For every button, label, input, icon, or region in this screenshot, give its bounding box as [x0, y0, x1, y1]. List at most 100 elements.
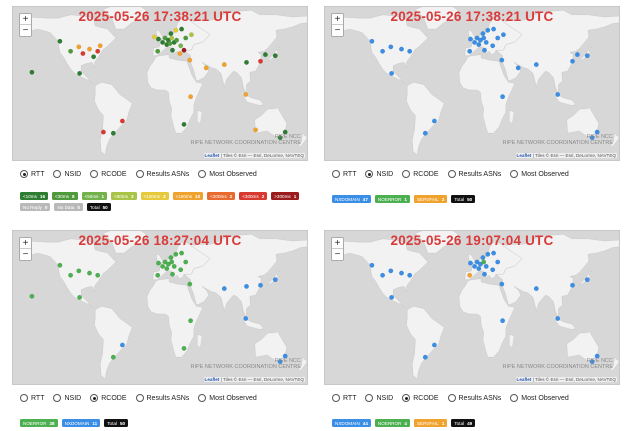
probe-marker[interactable] [178, 43, 184, 49]
probe-marker[interactable] [181, 345, 187, 351]
probe-marker[interactable] [173, 27, 179, 33]
probe-marker[interactable] [95, 48, 101, 54]
probe-marker[interactable] [181, 47, 187, 53]
probe-marker[interactable] [389, 70, 395, 76]
radio-button-icon[interactable] [402, 170, 411, 178]
probe-marker[interactable] [155, 272, 161, 278]
probe-marker[interactable] [490, 43, 496, 49]
probe-marker[interactable] [181, 121, 187, 127]
world-map[interactable]: 2025-05-26 17:38:21 UTC + − RIPE NCC RIPE NE… [12, 6, 308, 161]
probe-marker[interactable] [57, 262, 63, 268]
probe-marker[interactable] [162, 35, 168, 41]
probe-marker[interactable] [422, 354, 428, 360]
radio-option-rtt[interactable]: RTT [20, 170, 44, 178]
probe-marker[interactable] [29, 293, 35, 299]
probe-marker[interactable] [57, 38, 63, 44]
probe-marker[interactable] [76, 268, 82, 274]
radio-button-icon[interactable] [135, 170, 144, 178]
radio-button-icon[interactable] [365, 394, 374, 402]
zoom-out-button[interactable]: − [334, 249, 341, 260]
probe-marker[interactable] [244, 59, 249, 65]
probe-marker[interactable] [68, 48, 74, 54]
probe-marker[interactable] [272, 53, 278, 59]
probe-marker[interactable] [482, 271, 487, 277]
probe-marker[interactable] [77, 70, 83, 76]
legend-badge[interactable]: Total 50 [86, 203, 111, 211]
radio-option-most-observed[interactable]: Most Observed [198, 394, 257, 402]
probe-marker[interactable] [170, 47, 175, 53]
leaflet-link[interactable]: Leaflet [516, 377, 532, 382]
probe-marker[interactable] [80, 51, 86, 56]
probe-marker[interactable] [472, 263, 478, 269]
radio-option-most-observed[interactable]: Most Observed [510, 170, 569, 178]
probe-marker[interactable] [500, 32, 506, 38]
probe-marker[interactable] [188, 318, 194, 324]
world-map[interactable]: 2025-05-26 18:27:04 UTC + − RIPE NCC RIPE NE… [12, 230, 308, 385]
radio-option-results-asns[interactable]: Results ASNs [135, 394, 189, 402]
radio-option-rcode[interactable]: RCODE [402, 170, 439, 178]
probe-marker[interactable] [165, 261, 171, 267]
radio-button-icon[interactable] [53, 170, 62, 178]
probe-marker[interactable] [468, 260, 473, 266]
probe-marker[interactable] [584, 53, 590, 59]
probe-marker[interactable] [29, 69, 35, 75]
radio-option-rtt[interactable]: RTT [20, 394, 44, 402]
probe-marker[interactable] [369, 38, 375, 44]
probe-marker[interactable] [388, 44, 394, 50]
probe-marker[interactable] [243, 92, 249, 97]
radio-option-results-asns[interactable]: Results ASNs [447, 170, 501, 178]
radio-button-icon[interactable] [447, 394, 456, 402]
probe-marker[interactable] [87, 270, 92, 276]
probe-marker[interactable] [262, 52, 268, 58]
legend-badge[interactable]: Total 49 [451, 419, 476, 427]
probe-marker[interactable] [476, 266, 482, 272]
probe-marker[interactable] [282, 129, 288, 135]
probe-marker[interactable] [490, 267, 496, 273]
probe-marker[interactable] [243, 316, 249, 321]
probe-marker[interactable] [164, 266, 170, 272]
probe-marker[interactable] [594, 129, 600, 135]
radio-option-most-observed[interactable]: Most Observed [510, 394, 569, 402]
probe-marker[interactable] [77, 294, 83, 300]
probe-marker[interactable] [495, 259, 501, 265]
legend-badge[interactable]: NOERROR 1 [374, 195, 410, 203]
zoom-in-button[interactable]: + [332, 14, 343, 25]
probe-marker[interactable] [183, 259, 189, 265]
probe-marker[interactable] [483, 263, 489, 269]
probe-marker[interactable] [515, 65, 521, 71]
legend-badge[interactable]: <200ms 2 [207, 192, 236, 200]
probe-marker[interactable] [95, 272, 101, 278]
probe-marker[interactable] [555, 92, 561, 97]
probe-marker[interactable] [221, 286, 227, 292]
probe-marker[interactable] [431, 342, 437, 348]
probe-marker[interactable] [244, 283, 249, 289]
probe-marker[interactable] [170, 271, 175, 277]
legend-badge[interactable]: SERVFAIL 2 [413, 195, 448, 203]
probe-marker[interactable] [167, 41, 173, 46]
probe-marker[interactable] [119, 342, 125, 348]
probe-marker[interactable] [570, 58, 575, 64]
probe-marker[interactable] [467, 48, 473, 54]
probe-marker[interactable] [468, 36, 473, 42]
legend-badge[interactable]: SERVFAIL 1 [413, 419, 448, 427]
leaflet-link[interactable]: Leaflet [204, 377, 220, 382]
probe-marker[interactable] [174, 37, 180, 43]
probe-marker[interactable] [480, 31, 486, 37]
probe-marker[interactable] [168, 255, 174, 261]
radio-button-icon[interactable] [365, 170, 374, 178]
probe-marker[interactable] [91, 54, 97, 60]
probe-marker[interactable] [399, 46, 404, 52]
legend-badge[interactable]: Total 50 [104, 419, 129, 427]
probe-marker[interactable] [151, 34, 157, 40]
radio-button-icon[interactable] [53, 394, 62, 402]
probe-marker[interactable] [203, 65, 209, 71]
radio-option-rcode[interactable]: RCODE [90, 394, 127, 402]
radio-option-nsid[interactable]: NSID [53, 170, 81, 178]
probe-marker[interactable] [171, 263, 177, 269]
probe-marker[interactable] [183, 35, 189, 41]
radio-option-nsid[interactable]: NSID [53, 394, 81, 402]
probe-marker[interactable] [160, 39, 166, 45]
legend-badge[interactable]: <80ms 3 [111, 192, 137, 200]
probe-marker[interactable] [277, 359, 283, 365]
probe-marker[interactable] [407, 272, 413, 278]
